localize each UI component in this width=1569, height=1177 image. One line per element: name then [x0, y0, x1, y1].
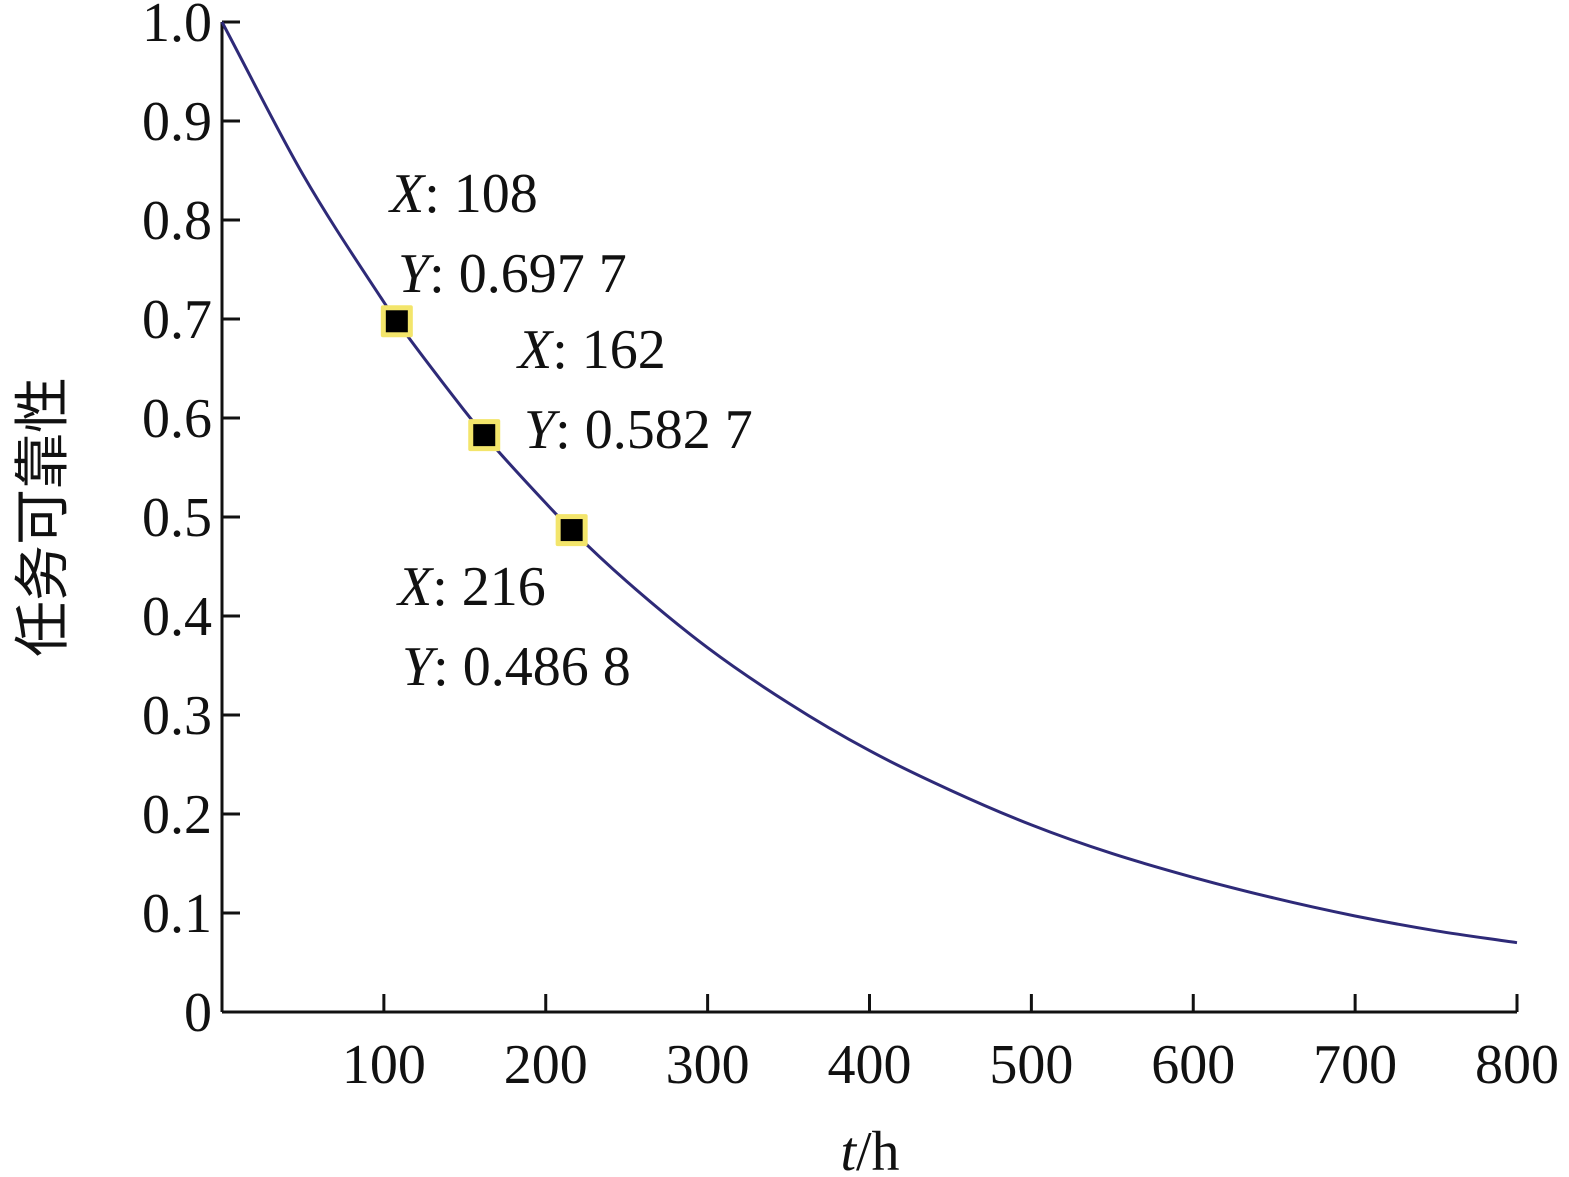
datatip-markers: [380, 305, 588, 547]
datatip-annotations: X: 108 Y: 0.697 7 X: 162 Y: 0.582 7 X: 2…: [388, 163, 753, 698]
x-ticks: 100 200 300 400 500 600 700 800: [342, 994, 1559, 1096]
x-tick-label: 800: [1475, 1034, 1559, 1096]
series-group: [220, 21, 1518, 945]
y-tick-label: 0.1: [142, 883, 212, 945]
y-axis-title: 任务可靠性: [13, 377, 75, 657]
y-tick-label: 1.0: [142, 0, 212, 54]
x-tick-label: 400: [828, 1034, 912, 1096]
y-tick-label: 0.7: [142, 289, 212, 351]
y-tick-label: 0.6: [142, 388, 212, 450]
y-tick-label: 0.4: [142, 586, 212, 648]
y-tick-label: 0.9: [142, 91, 212, 153]
datatip-3-x-label: X: 216: [396, 556, 546, 618]
y-tick-label: 0.3: [142, 685, 212, 747]
x-tick-label: 300: [666, 1034, 750, 1096]
x-tick-label: 500: [989, 1034, 1073, 1096]
datatip-2-x-label: X: 162: [516, 319, 666, 381]
datatip-marker: [385, 310, 408, 333]
y-tick-label: 0.5: [142, 487, 212, 549]
datatip-marker: [473, 424, 496, 447]
x-tick-label: 700: [1313, 1034, 1397, 1096]
datatip-1-x-label: X: 108: [388, 163, 538, 225]
x-tick-label: 200: [504, 1034, 588, 1096]
y-tick-label: 0.2: [142, 784, 212, 846]
datatip-2-y-label: Y: 0.582 7: [524, 399, 753, 461]
datatip-marker: [560, 519, 583, 542]
y-ticks: 0 0.1 0.2 0.3 0.4 0.5 0.6 0.7 0.8 0.9 1.0: [142, 0, 240, 1044]
x-tick-label: 600: [1151, 1034, 1235, 1096]
datatip-1-y-label: Y: 0.697 7: [398, 243, 627, 305]
x-tick-label: 100: [342, 1034, 426, 1096]
y-tick-label: 0: [184, 982, 212, 1044]
y-tick-label: 0.8: [142, 190, 212, 252]
x-axis-title: t/h: [840, 1121, 899, 1177]
datatip-3-y-label: Y: 0.486 8: [402, 636, 631, 698]
reliability-curve: [220, 21, 1518, 945]
